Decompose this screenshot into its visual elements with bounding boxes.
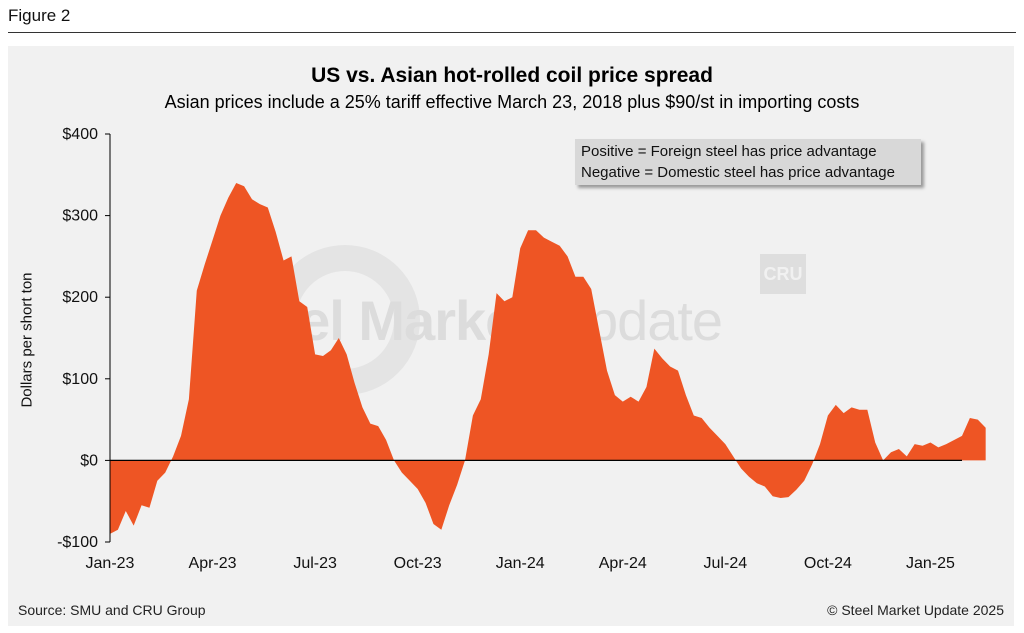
y-tick-label: -$100 bbox=[57, 534, 98, 551]
tick-layer: $400 $300 $200 $100 $0 -$100 Jan-23 Apr-23 Jul-2… bbox=[57, 126, 955, 572]
x-tick-label: Oct-23 bbox=[394, 555, 442, 572]
x-tick-label: Oct-24 bbox=[804, 555, 852, 572]
chart-subtitle: Asian prices include a 25% tariff effect… bbox=[164, 92, 860, 112]
figure-label: Figure 2 bbox=[8, 6, 71, 25]
x-tick-label: Jan-23 bbox=[86, 555, 135, 572]
area-layer bbox=[110, 182, 986, 534]
legend-negative: Negative = Domestic steel has price adva… bbox=[581, 164, 895, 181]
legend-positive: Positive = Foreign steel has price advan… bbox=[581, 143, 877, 160]
top-divider bbox=[8, 32, 1016, 33]
copyright-note: © Steel Market Update 2025 bbox=[827, 602, 1004, 618]
y-tick-label: $300 bbox=[62, 208, 98, 225]
x-tick-label: Jul-24 bbox=[704, 555, 748, 572]
x-tick-label: Jul-23 bbox=[293, 555, 337, 572]
x-tick-label: Apr-24 bbox=[599, 555, 647, 572]
y-tick-label: $100 bbox=[62, 371, 98, 388]
legend-box: Positive = Foreign steel has price advan… bbox=[575, 139, 921, 185]
y-tick-label: $200 bbox=[62, 289, 98, 306]
cru-logo: CRU bbox=[760, 254, 806, 294]
y-tick-label: $400 bbox=[62, 126, 98, 143]
source-note: Source: SMU and CRU Group bbox=[18, 602, 206, 618]
x-tick-label: Jan-24 bbox=[496, 555, 545, 572]
area-series-0 bbox=[110, 182, 986, 534]
x-tick-label: Apr-23 bbox=[189, 555, 237, 572]
chart-title: US vs. Asian hot-rolled coil price sprea… bbox=[311, 64, 713, 87]
axis-layer bbox=[109, 134, 962, 542]
y-tick-label: $0 bbox=[80, 452, 98, 469]
x-tick-label: Jan-25 bbox=[906, 555, 955, 572]
